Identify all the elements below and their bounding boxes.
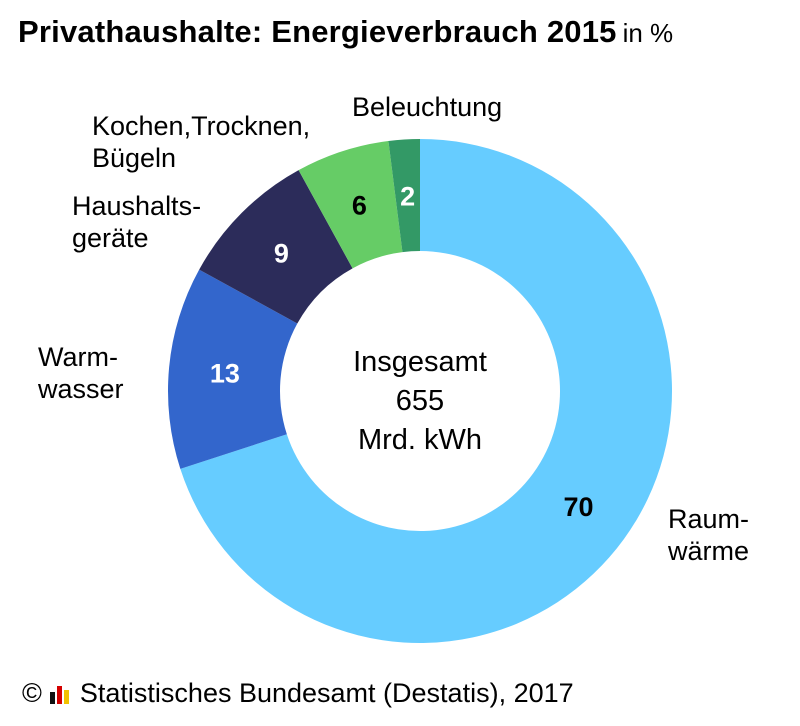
chart-title-main: Privathaushalte: Energieverbrauch 2015 <box>18 14 617 49</box>
center-label-line1: Insgesamt <box>353 346 487 378</box>
slice-0 <box>180 139 673 644</box>
source-text: Statistisches Bundesamt (Destatis), 2017 <box>79 678 574 708</box>
center-label-line3: Mrd. kWh <box>358 424 482 456</box>
slice-value-3: 6 <box>352 191 367 221</box>
slice-label-1-line-0: Warm- <box>38 342 118 372</box>
slice-value-2: 9 <box>274 238 289 268</box>
slice-label-1-line-1: wasser <box>37 374 124 404</box>
chart-title: Privathaushalte: Energieverbrauch 2015 in… <box>18 14 673 50</box>
slice-value-4: 2 <box>400 181 415 211</box>
center-label-line2: 655 <box>396 385 444 417</box>
slice-label-0-line-0: Raum- <box>668 504 749 534</box>
slice-label-3-line-0: Kochen,Trocknen, <box>92 111 310 141</box>
slice-4 <box>388 139 420 253</box>
slice-2 <box>199 170 353 324</box>
slice-3 <box>298 140 403 269</box>
slice-label-0-line-1: wärme <box>667 536 749 566</box>
destatis-logo-icon <box>49 682 74 706</box>
source-footer: © Statistisches Bundesamt (Destatis), 20… <box>22 678 574 709</box>
slice-value-0: 70 <box>564 492 594 522</box>
slice-label-2-line-1: geräte <box>72 223 149 253</box>
slice-label-2-line-0: Haushalts- <box>72 191 201 221</box>
slice-value-1: 13 <box>210 359 240 389</box>
chart-title-unit: in % <box>622 18 674 48</box>
slice-value-labels: 70 13 9 6 2 <box>210 181 594 522</box>
slice-category-labels: Raum-wärme Warm-wasser Haushalts-geräte Koc… <box>37 92 749 566</box>
slice-1 <box>168 269 298 469</box>
center-label: Insgesamt 655 Mrd. kWh <box>353 346 487 456</box>
slice-label-4-line-0: Beleuchtung <box>352 92 502 122</box>
slice-label-3-line-1: Bügeln <box>92 143 176 173</box>
donut-slices <box>168 139 673 644</box>
copyright-symbol: © <box>22 678 42 708</box>
